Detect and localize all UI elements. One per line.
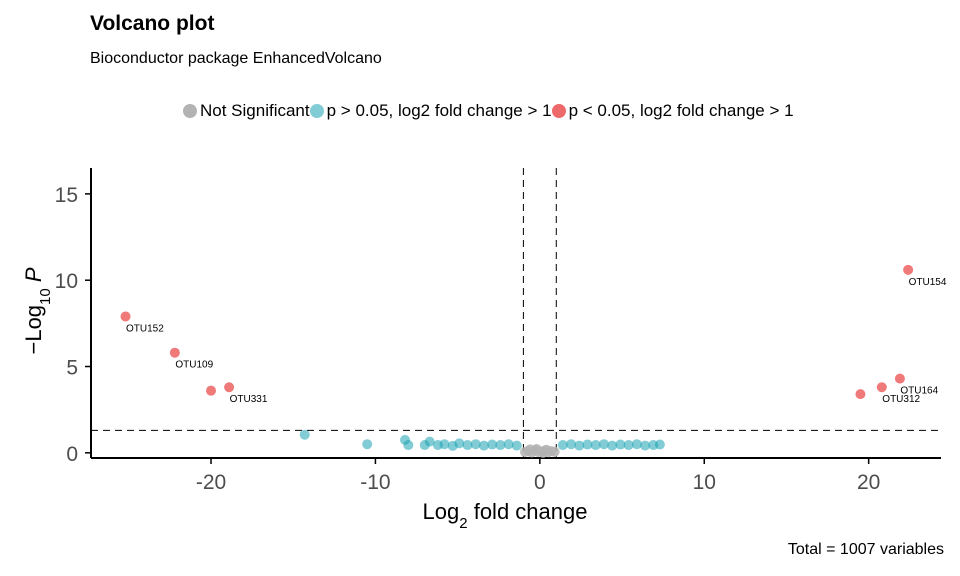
data-point [598, 439, 609, 450]
legend-dot-icon [183, 104, 197, 118]
data-point [534, 446, 545, 457]
legend-item-not-significant: Not Significant [183, 101, 310, 121]
y-tick-label: 15 [55, 184, 78, 207]
y-tick-label: 10 [55, 270, 78, 293]
data-point [607, 440, 618, 451]
cutoff-lines [91, 168, 941, 458]
legend-item-log2fc: p > 0.05, log2 fold change > 1 [309, 101, 552, 121]
data-point [631, 439, 642, 450]
data-point [470, 439, 481, 450]
y-axis-label: −Log10 P [21, 267, 54, 354]
point-label: OTU154 [909, 277, 947, 288]
data-point [654, 439, 665, 450]
data-point [876, 382, 887, 393]
data-point [299, 429, 310, 440]
data-point [403, 440, 414, 451]
data-point [224, 382, 235, 393]
legend-label: p < 0.05, log2 fold change > 1 [568, 101, 794, 120]
data-point [574, 440, 585, 451]
data-point [439, 439, 450, 450]
y-tick-label: 0 [66, 443, 78, 466]
x-tick-label: 20 [857, 471, 880, 494]
data-point [566, 439, 577, 450]
data-point [362, 439, 373, 450]
legend-label: p > 0.05, log2 fold change > 1 [326, 101, 552, 120]
legend-item-p-and-log2fc: p < 0.05, log2 fold change > 1 [551, 101, 794, 121]
x-tick-label: 10 [693, 471, 716, 494]
data-point [503, 439, 514, 450]
legend: Not Significant p > 0.05, log2 fold chan… [183, 101, 794, 121]
data-point [615, 439, 626, 450]
legend-dot-icon [551, 104, 566, 118]
data-point [454, 438, 465, 449]
data-point [424, 436, 435, 447]
x-tick-label: -10 [360, 471, 390, 494]
data-point [557, 440, 568, 451]
data-point [120, 311, 131, 322]
point-label: OTU164 [900, 386, 938, 397]
data-point [169, 347, 180, 358]
chart-title: Volcano plot [90, 12, 215, 35]
data-point [206, 385, 217, 396]
legend-label: Not Significant [200, 101, 310, 120]
x-axis-label: Log2 fold change [423, 499, 588, 532]
data-point [894, 373, 905, 384]
point-label: OTU109 [175, 360, 213, 371]
data-point [855, 389, 866, 400]
data-point [549, 446, 560, 457]
y-tick-label: 5 [66, 357, 78, 380]
point-label: OTU331 [230, 394, 268, 405]
data-point [462, 440, 473, 451]
x-tick-label: 0 [534, 471, 546, 494]
legend-dot-icon [309, 104, 324, 118]
data-point [487, 439, 498, 450]
data-point [903, 264, 914, 275]
caption: Total = 1007 variables [787, 541, 944, 558]
chart-subtitle: Bioconductor package EnhancedVolcano [90, 50, 382, 67]
data-point [495, 440, 506, 451]
axes: -20 -10 0 10 20 0 5 10 15 Log2 fold change −Log10 … [21, 168, 941, 532]
data-point [623, 440, 634, 451]
data-point [511, 440, 522, 451]
point-label: OTU312 [882, 394, 920, 405]
x-tick-label: -20 [196, 471, 226, 494]
data-point [640, 440, 651, 451]
data-point [478, 440, 489, 451]
data-points [120, 264, 914, 458]
point-label: OTU152 [126, 323, 164, 334]
data-point [582, 439, 593, 450]
data-point [590, 440, 601, 451]
